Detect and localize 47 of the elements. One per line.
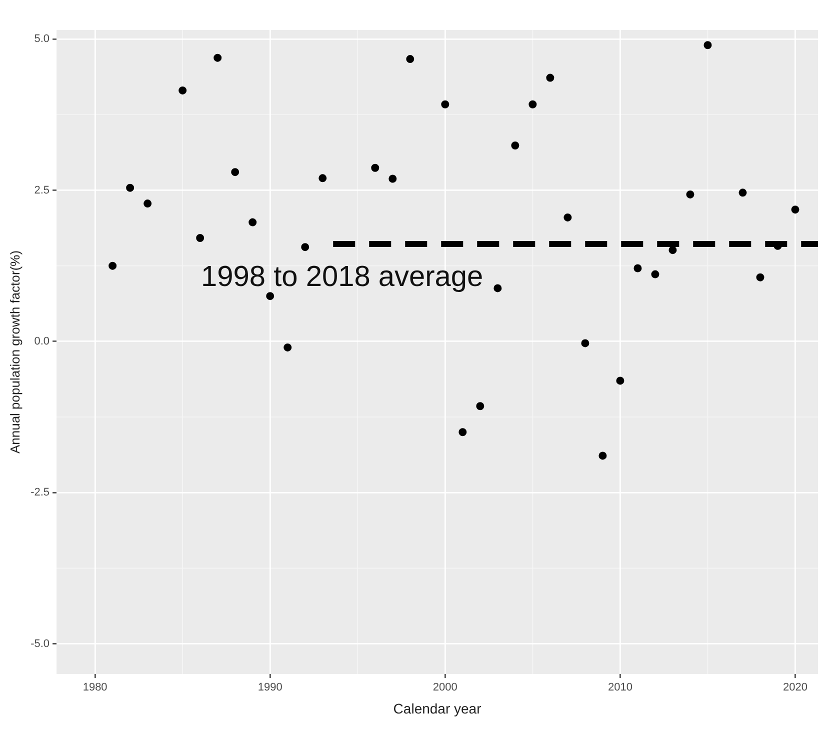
point (791, 206, 800, 214)
point (598, 452, 607, 460)
y-tick-label: -5.0 (30, 638, 50, 650)
x-axis-title: Calendar year (393, 700, 482, 716)
y-axis-title: Annual population growth factor(%) (7, 250, 22, 454)
point (108, 262, 117, 270)
x-tick-label: 1990 (258, 682, 282, 694)
point (144, 200, 152, 208)
x-tick-label: 2010 (608, 682, 632, 694)
point (214, 54, 222, 62)
point (318, 174, 327, 182)
point (528, 100, 537, 108)
point (668, 246, 677, 254)
point (564, 213, 572, 222)
point (441, 100, 450, 108)
y-tick-label: 5.0 (34, 33, 50, 46)
point (634, 264, 642, 272)
point (616, 376, 624, 385)
point (178, 86, 187, 94)
y-tick-label: -2.5 (30, 486, 50, 499)
point (686, 190, 694, 198)
point (511, 141, 520, 150)
point (266, 292, 274, 300)
point (494, 284, 502, 292)
point (406, 55, 414, 64)
point (581, 339, 590, 348)
y-tick-label: 0.0 (34, 335, 50, 348)
point (738, 188, 747, 197)
point (546, 74, 554, 82)
point (196, 234, 204, 242)
point (651, 270, 660, 278)
x-tick-label: 2000 (432, 682, 458, 694)
point (371, 164, 380, 172)
point (301, 243, 310, 252)
point (231, 168, 240, 176)
point (388, 174, 397, 183)
point (458, 428, 467, 436)
point (476, 402, 484, 410)
point (284, 343, 292, 352)
point (756, 273, 764, 282)
x-tick-label: 1980 (82, 682, 108, 694)
x-tick-label: 2020 (783, 682, 808, 694)
point (126, 184, 134, 192)
y-tick-label: 2.5 (34, 184, 50, 196)
point (704, 41, 712, 50)
point (248, 218, 257, 226)
annotation: 1998 to 2018 average (201, 260, 484, 293)
